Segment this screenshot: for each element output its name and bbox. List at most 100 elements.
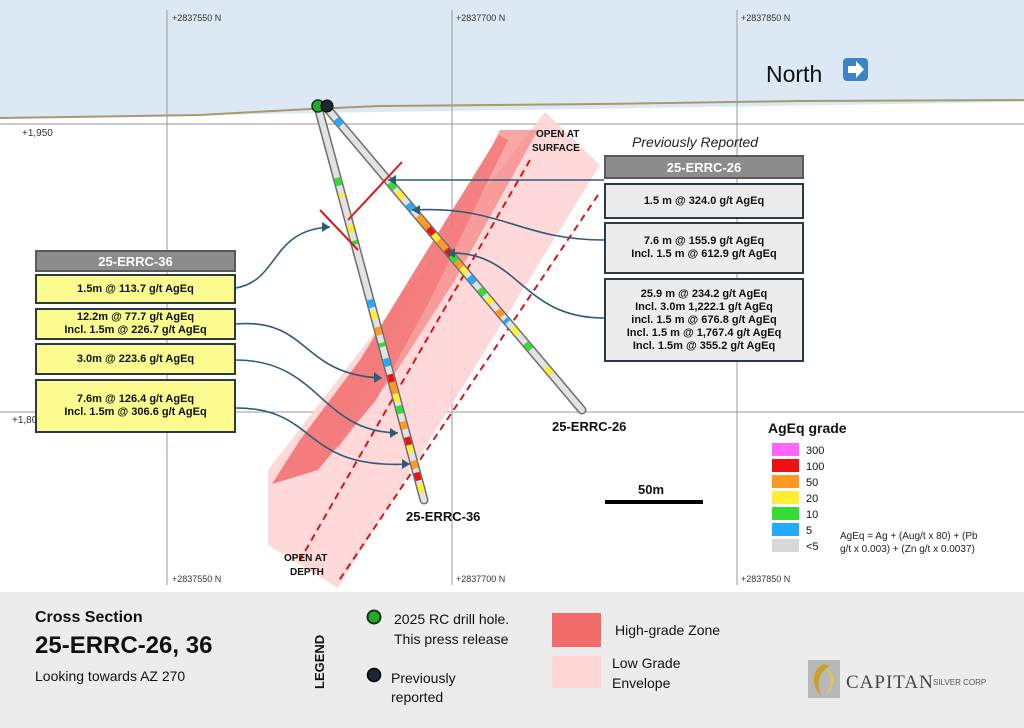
footer-looking: Looking towards AZ 270: [35, 668, 186, 684]
right-box-header-text: 25-ERRC-26: [666, 159, 742, 175]
connector-lines: [235, 179, 605, 466]
low-grade-legend-text: Low Grade: [612, 655, 681, 671]
grade-interval: [484, 295, 495, 306]
grade-interval: [449, 253, 459, 264]
legend-label: 50: [806, 477, 818, 489]
easting-label: +2837550 N: [172, 13, 221, 23]
grade-interval: [431, 232, 441, 243]
footer-panel: Cross Section 25-ERRC-26, 36 Looking tow…: [0, 592, 1024, 728]
grade-interval: [367, 298, 375, 309]
footer-title: Cross Section: [35, 609, 143, 626]
grade-interval: [346, 224, 355, 234]
hole-label-26: 25-ERRC-26: [552, 419, 626, 434]
footer-holes: 25-ERRC-26, 36: [35, 632, 213, 659]
intercept-text: 12.2m @ 77.7 g/t AgEq: [76, 311, 195, 323]
left-intercept-box: 7.6m @ 126.4 g/t AgEq Incl. 1.5m @ 306.6 …: [35, 379, 236, 433]
grade-interval: [415, 214, 431, 231]
company-logo-subtext: SILVER CORP: [933, 678, 987, 687]
open-surface-label: OPEN AT: [536, 129, 579, 140]
legend-label: 5: [806, 525, 812, 537]
open-depth-line: [337, 194, 599, 583]
intercept-text: 7.6 m @ 155.9 g/t AgEq: [643, 235, 765, 247]
grade-interval: [510, 326, 521, 337]
left-intercept-box: 3.0m @ 223.6 g/t AgEq: [35, 343, 236, 375]
low-grade-swatch: [552, 656, 601, 688]
legend-label: 100: [806, 461, 824, 473]
scale-bar: [605, 500, 703, 504]
legend-vertical-label: LEGEND: [312, 634, 327, 689]
hole-36-grade-intervals: [334, 176, 425, 493]
intercept-text: 7.6m @ 126.4 g/t AgEq: [76, 393, 195, 405]
open-depth-label: OPEN AT: [284, 553, 327, 564]
grade-legend-title: AgEq grade: [768, 420, 847, 436]
legend-new-hole-text: This press release: [394, 631, 509, 647]
legend-label: 10: [806, 509, 818, 521]
easting-label: +2837850 N: [741, 574, 790, 584]
open-surface-label: SURFACE: [532, 143, 580, 154]
grade-interval: [334, 176, 343, 187]
left-intercept-box: 1.5m @ 113.7 g/t AgEq: [35, 274, 236, 304]
grade-interval: [395, 189, 406, 200]
grade-interval: [395, 404, 404, 415]
hole-label-36: 25-ERRC-36: [406, 509, 480, 524]
grade-interval: [410, 459, 419, 470]
grade-interval: [374, 326, 383, 336]
legend-label: 300: [806, 445, 824, 457]
left-box-header: 25-ERRC-36: [35, 250, 236, 272]
intercept-marker: [347, 161, 403, 221]
north-label: North: [766, 61, 822, 87]
ageq-formula: g/t x 0.003) + (Zn g/t x 0.0037): [840, 544, 975, 555]
high-grade-swatch: [552, 613, 601, 647]
intercept-text: Incl. 1.5m @ 355.2 g/t AgEq: [632, 339, 776, 352]
grade-interval: [477, 286, 488, 297]
intercept-text: Incl. 1.5m @ 226.7 g/t AgEq: [64, 324, 207, 336]
intercept-text: Incl. 3.0m 1,222.1 g/t AgEq: [635, 300, 773, 313]
grade-interval: [416, 483, 425, 493]
connector-arrowheads: [322, 175, 455, 469]
legend-previous-hole-text: reported: [391, 689, 444, 705]
low-grade-legend-text: Envelope: [612, 675, 671, 691]
elevation-label: +1,800: [12, 415, 43, 426]
open-surface-line: [299, 159, 531, 561]
left-intercept-box: 12.2m @ 77.7 g/t AgEq Incl. 1.5m @ 226.7 …: [35, 308, 236, 340]
easting-label: +2837850 N: [741, 13, 790, 23]
company-logo-text: CAPITAN: [846, 672, 934, 693]
previous-collar-icon: [320, 99, 334, 113]
elevation-label: +1,950: [22, 128, 53, 139]
grade-interval: [413, 471, 422, 482]
right-intercept-box: 1.5 m @ 324.0 g/t AgEq: [604, 183, 804, 219]
legend-previous-hole-text: Previously: [391, 670, 456, 686]
grade-interval: [454, 259, 464, 270]
grade-interval: [436, 238, 449, 252]
intercept-text: Incl. 1.5 m @ 612.9 g/t AgEq: [631, 248, 777, 260]
grade-interval: [382, 357, 391, 368]
grade-interval: [387, 373, 396, 383]
grade-interval: [387, 180, 398, 191]
grade-interval: [389, 381, 399, 395]
grade-interval: [543, 365, 554, 376]
legend-label: 20: [806, 493, 818, 505]
grade-legend: [772, 443, 799, 552]
grade-interval: [502, 317, 511, 325]
legend-swatch-5: [772, 523, 799, 536]
new-drill-hole-icon: [366, 609, 382, 625]
grade-interval: [405, 202, 416, 212]
previous-drill-hole-icon: [366, 667, 382, 683]
low-grade-envelope: [268, 112, 600, 588]
intercept-text: 25.9 m @ 234.2 g/t AgEq: [640, 287, 768, 300]
grade-interval: [406, 444, 415, 454]
intercept-text: incl. 1.5 m @ 676.8 g/t AgEq: [631, 313, 777, 326]
hole-26-grade-intervals: [333, 117, 554, 376]
intercept-text: 3.0m @ 223.6 g/t AgEq: [76, 352, 195, 365]
grade-interval: [399, 420, 408, 431]
intercept-text: Incl. 1.5 m @ 1,767.4 g/t AgEq: [626, 326, 782, 339]
grade-interval: [404, 436, 413, 446]
scale-bar-label: 50m: [638, 482, 664, 497]
grade-interval: [333, 117, 344, 128]
grade-interval: [467, 274, 477, 285]
legend-swatch-100: [772, 459, 799, 472]
high-grade-legend-text: High-grade Zone: [615, 622, 721, 638]
left-box-header-text: 25-ERRC-36: [98, 253, 173, 269]
right-intercept-box: 7.6 m @ 155.9 g/t AgEq Incl. 1.5 m @ 612.…: [604, 222, 804, 274]
right-arrow-icon: [843, 58, 868, 81]
